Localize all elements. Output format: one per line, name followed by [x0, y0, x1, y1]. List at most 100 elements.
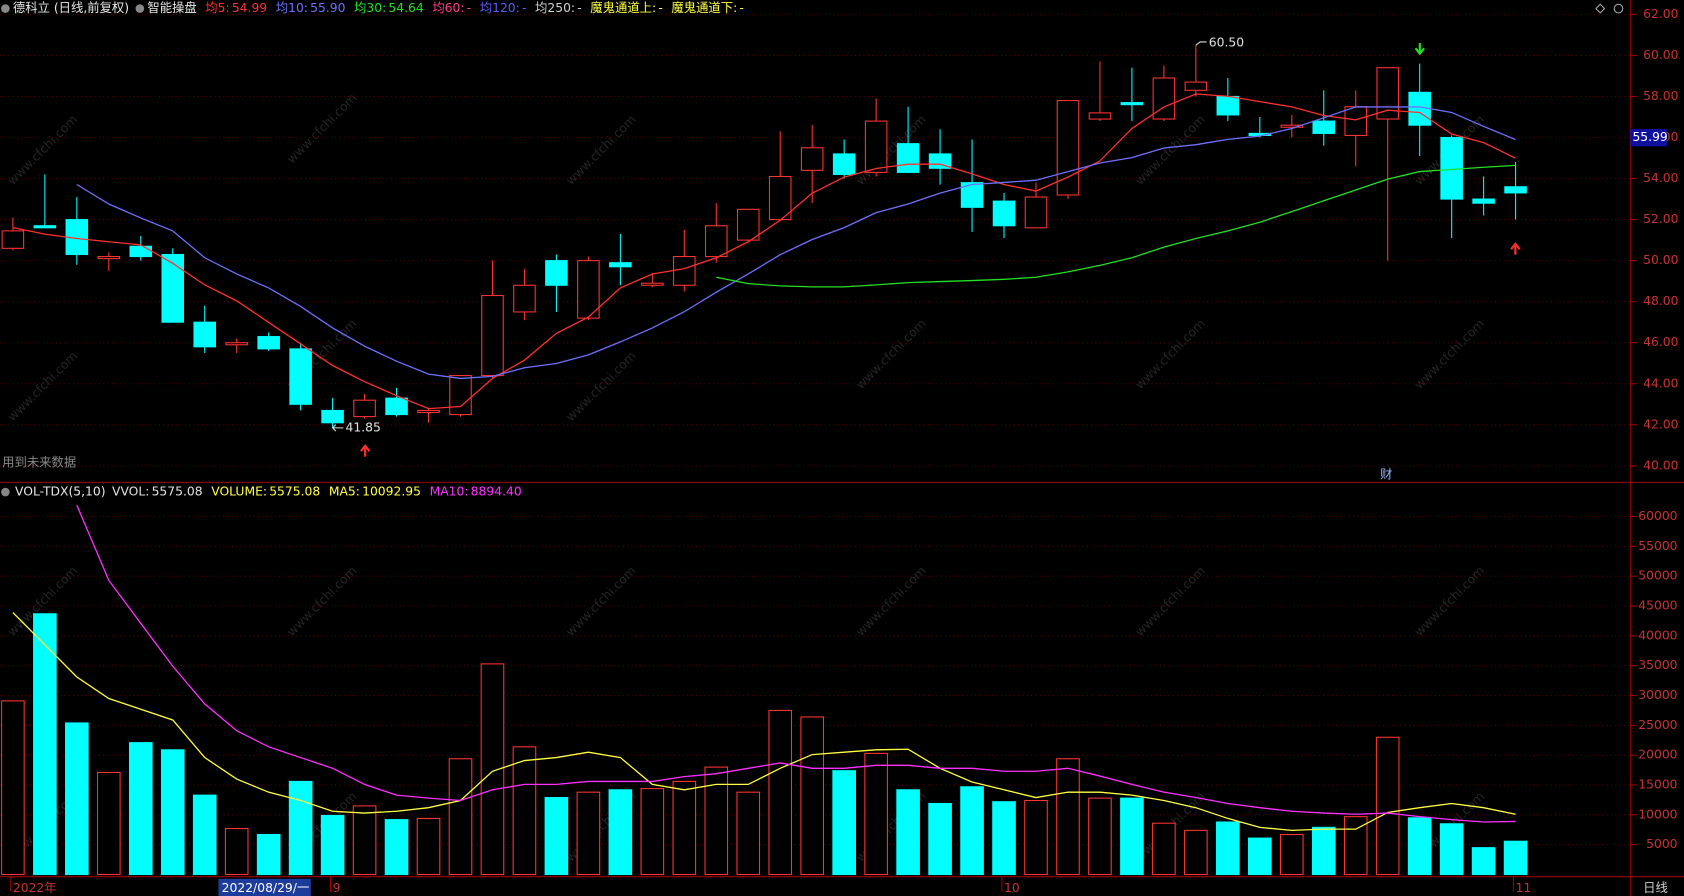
- x-tick-label: 10: [1004, 881, 1020, 895]
- volume-bar: [672, 780, 697, 876]
- y-tick-label: 45000: [1638, 599, 1677, 613]
- candle-body: [896, 143, 920, 173]
- volume-bar: [1311, 826, 1336, 876]
- volume-bar: [352, 805, 377, 876]
- volume-bar: [320, 814, 345, 876]
- candle-body: [673, 255, 696, 286]
- volume-bar: [960, 786, 984, 876]
- candle-body: [545, 260, 568, 286]
- candle-body: [1440, 136, 1463, 200]
- legend-text: 54.99: [232, 1, 267, 15]
- legend-text: VVOL:: [112, 485, 149, 499]
- candle-body: [1024, 196, 1048, 229]
- volume-bar: [128, 742, 153, 876]
- candle-body: [705, 225, 728, 258]
- icon[interactable]: [1595, 3, 1606, 14]
- menu-icon: [1, 487, 10, 497]
- ma-line: [12, 612, 1516, 832]
- volume-bar: [65, 722, 89, 876]
- legend-text: -: [522, 1, 526, 15]
- legend-text: 均10:: [276, 1, 308, 15]
- y-tick-label: 52.00: [1643, 212, 1678, 226]
- y-tick-label: 60.00: [1643, 48, 1678, 62]
- volume-bar: [416, 817, 441, 876]
- volume-bar: [768, 709, 793, 876]
- candle-body: [257, 336, 280, 350]
- volume-bar: [160, 749, 185, 876]
- ma-line: [12, 93, 1516, 410]
- volume-bar: [192, 794, 217, 876]
- volume-bar: [512, 746, 537, 876]
- volume-bar: [1343, 816, 1368, 876]
- candle-body: [1280, 124, 1304, 128]
- legend-text: MA10:: [430, 485, 469, 499]
- y-tick-label: 30000: [1638, 688, 1677, 702]
- volume-bar: [1503, 840, 1528, 876]
- legend-text: -: [577, 1, 581, 15]
- volume-bar: [800, 716, 825, 876]
- volume-bar: [288, 780, 313, 876]
- volume-bars: [1, 613, 1528, 876]
- candle-body: [481, 294, 504, 377]
- x-tick-label: 2022/08/29/一: [222, 881, 310, 895]
- volume-bar: [1120, 797, 1144, 876]
- volume-bar: [384, 819, 409, 876]
- volume-bar: [544, 797, 569, 876]
- price-marker-label: 55.99: [1632, 130, 1667, 144]
- volume-bar: [1, 700, 25, 876]
- volume-bar: [33, 613, 57, 876]
- volume-bar: [704, 766, 729, 876]
- legend-text: 均120:: [480, 1, 520, 15]
- candle-body: [1216, 95, 1240, 116]
- candle-body: [513, 284, 536, 313]
- low-pointer: [331, 424, 344, 432]
- volume-bar: [1088, 797, 1112, 876]
- volume-bar: [576, 791, 601, 876]
- y-tick-label: 58.00: [1643, 89, 1678, 103]
- legend-text: 5575.08: [152, 485, 203, 499]
- volume-bar: [608, 789, 633, 876]
- y-tick-label: 50.00: [1643, 253, 1678, 267]
- y-tick-label: 55000: [1638, 539, 1677, 553]
- candle-body: [1056, 100, 1080, 196]
- legend-text: 54.64: [388, 1, 423, 15]
- icon[interactable]: [1613, 3, 1624, 14]
- legend-text: -: [739, 1, 743, 15]
- volume-bar: [480, 663, 505, 876]
- y-tick-label: 54.00: [1643, 171, 1678, 185]
- candle-body: [289, 348, 312, 405]
- volume-bar: [1375, 736, 1400, 876]
- legend-text: VOLUME:: [211, 485, 267, 499]
- y-tick-label: 10000: [1638, 807, 1677, 821]
- price-marker-box: [1630, 129, 1667, 147]
- volume-bar: [1471, 847, 1496, 876]
- legend-text: 均60:: [432, 1, 464, 15]
- candle-body: [1376, 67, 1399, 120]
- y-tick-label: 40.00: [1643, 458, 1678, 472]
- legend-text: 均250:: [535, 1, 575, 15]
- candle-body: [385, 397, 408, 416]
- candle-body: [161, 253, 185, 323]
- ma-line: [76, 504, 1516, 823]
- y-tick-label: 35000: [1638, 658, 1677, 672]
- menu-icon: [1, 4, 10, 13]
- x-tick-label: 2022年: [13, 881, 57, 895]
- legend-text: 10092.95: [362, 485, 421, 499]
- y-tick-label: 46.00: [1643, 335, 1678, 349]
- volume-bar: [832, 770, 856, 876]
- candle-body: [1, 230, 25, 249]
- volume-bar: [736, 791, 761, 876]
- candle-body: [800, 147, 824, 171]
- ma-line: [716, 164, 1516, 288]
- buy-arrow: [360, 444, 371, 457]
- note: 用到未来数据: [2, 455, 76, 470]
- x-tick-label: 11: [1516, 881, 1532, 895]
- candle-body: [992, 200, 1016, 227]
- candle-body: [33, 225, 57, 229]
- legend-text: 均5:: [205, 1, 229, 15]
- volume-bar: [1056, 758, 1080, 876]
- volume-bar: [640, 788, 665, 876]
- y-tick-label: 62.00: [1643, 7, 1678, 21]
